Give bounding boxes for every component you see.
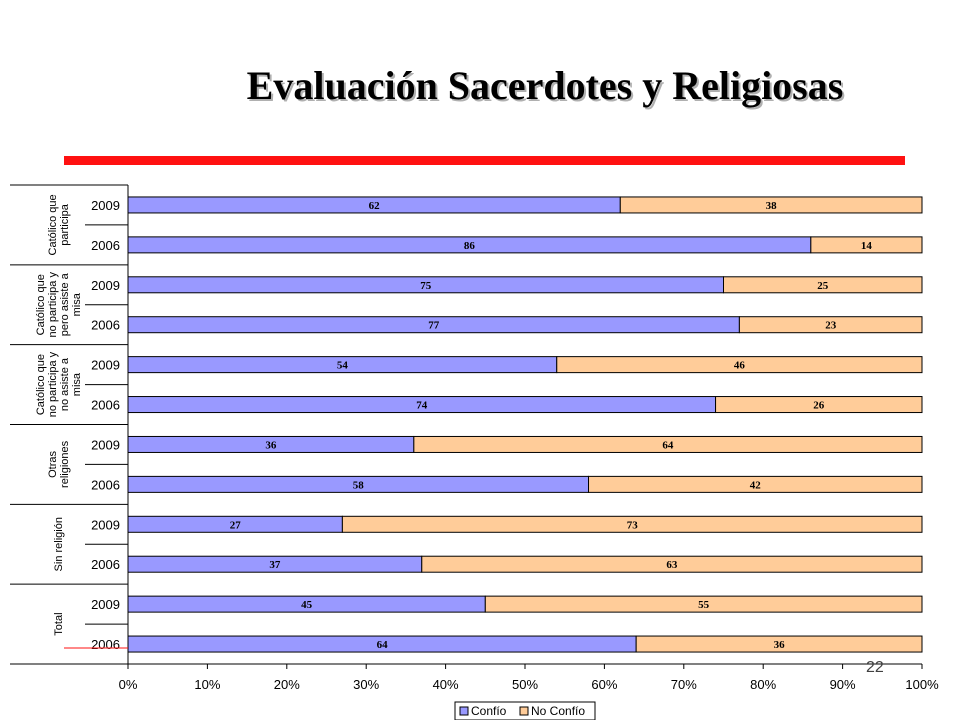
data-label-confio: 37 <box>269 559 281 571</box>
group-label: Católico queparticipa <box>47 194 71 255</box>
data-label-no-confio: 46 <box>734 360 746 372</box>
group-label: Sin religión <box>53 517 65 571</box>
data-label-confio: 45 <box>301 599 313 611</box>
bar-no-confio <box>413 435 923 453</box>
x-tick-label: 0% <box>119 677 138 692</box>
x-tick-label: 40% <box>433 677 459 692</box>
group-label: Otrasreligiones <box>47 440 71 488</box>
group-label-line: Católico que <box>47 194 59 255</box>
group-label-line: religiones <box>59 440 71 488</box>
data-label-confio: 74 <box>416 400 428 412</box>
title-underline-rule <box>64 156 905 165</box>
x-tick-label: 50% <box>512 677 538 692</box>
data-label-no-confio: 14 <box>861 240 873 252</box>
data-label-confio: 75 <box>420 280 432 292</box>
x-tick-label: 30% <box>353 677 379 692</box>
group-label: Católico queno participa yno asiste amis… <box>35 351 83 417</box>
bar-no-confio <box>341 515 923 533</box>
legend-label-no-confio: No Confío <box>531 704 585 718</box>
year-label: 2009 <box>91 358 120 373</box>
year-label: 2009 <box>91 437 120 452</box>
data-label-confio: 77 <box>428 320 440 332</box>
group-label: Católico queno participa ypero asiste am… <box>35 272 83 338</box>
year-label: 2006 <box>91 557 120 572</box>
data-label-no-confio: 26 <box>813 400 825 412</box>
year-label: 2009 <box>91 517 120 532</box>
group-label-line: Otras <box>47 450 59 477</box>
bar-no-confio <box>588 475 923 493</box>
year-label: 2006 <box>91 477 120 492</box>
bar-no-confio <box>484 595 923 613</box>
data-label-no-confio: 25 <box>817 280 829 292</box>
bar-no-confio <box>723 276 923 294</box>
data-label-no-confio: 38 <box>766 200 778 212</box>
group-label-line: pero asiste a <box>59 272 71 336</box>
x-tick-label: 100% <box>905 677 939 692</box>
bar-no-confio <box>715 396 923 414</box>
group-label-line: Total <box>53 612 65 635</box>
bar-no-confio <box>421 555 923 573</box>
data-label-no-confio: 64 <box>662 439 674 451</box>
legend-label-confio: Confío <box>471 704 507 718</box>
year-label: 2006 <box>91 637 120 652</box>
data-label-confio: 86 <box>464 240 476 252</box>
page-number: 22 <box>866 659 884 676</box>
data-label-confio: 62 <box>369 200 381 212</box>
year-label: 2009 <box>91 597 120 612</box>
group-label-line: Sin religión <box>53 517 65 571</box>
year-label: 2006 <box>91 238 120 253</box>
year-label: 2006 <box>91 318 120 333</box>
group-label-line: Católico que <box>35 274 47 335</box>
data-label-confio: 64 <box>377 639 389 651</box>
group-label-line: participa <box>59 203 71 245</box>
data-label-no-confio: 63 <box>666 559 678 571</box>
bar-no-confio <box>556 356 923 374</box>
group-label-line: misa <box>71 292 83 316</box>
x-tick-label: 70% <box>671 677 697 692</box>
legend-swatch-confio <box>459 706 469 716</box>
bar-no-confio <box>635 635 923 653</box>
x-tick-label: 80% <box>750 677 776 692</box>
x-tick-label: 20% <box>274 677 300 692</box>
data-label-confio: 54 <box>337 360 349 372</box>
year-label: 2009 <box>91 198 120 213</box>
x-tick-label: 90% <box>830 677 856 692</box>
data-label-no-confio: 36 <box>774 639 786 651</box>
data-label-no-confio: 55 <box>698 599 710 611</box>
data-label-confio: 27 <box>230 519 242 531</box>
year-label: 2006 <box>91 398 120 413</box>
group-label-line: no participa y <box>47 351 59 417</box>
data-label-no-confio: 73 <box>627 519 639 531</box>
data-label-confio: 58 <box>353 479 365 491</box>
data-label-no-confio: 42 <box>750 479 762 491</box>
group-label-line: no asiste a <box>59 357 71 411</box>
x-tick-label: 60% <box>591 677 617 692</box>
data-label-no-confio: 23 <box>825 320 837 332</box>
bar-no-confio <box>810 236 923 254</box>
year-label: 2009 <box>91 278 120 293</box>
bar-no-confio <box>619 196 923 214</box>
x-tick-label: 10% <box>194 677 220 692</box>
legend-swatch-no-confio <box>519 706 529 716</box>
group-label: Total <box>53 612 65 635</box>
group-label-line: misa <box>71 372 83 396</box>
chart-title: Evaluación Sacerdotes y Religiosas <box>246 63 844 108</box>
group-label-line: Católico que <box>35 354 47 415</box>
bar-no-confio <box>738 316 923 334</box>
data-label-confio: 36 <box>265 439 277 451</box>
group-label-line: no participa y <box>47 272 59 338</box>
